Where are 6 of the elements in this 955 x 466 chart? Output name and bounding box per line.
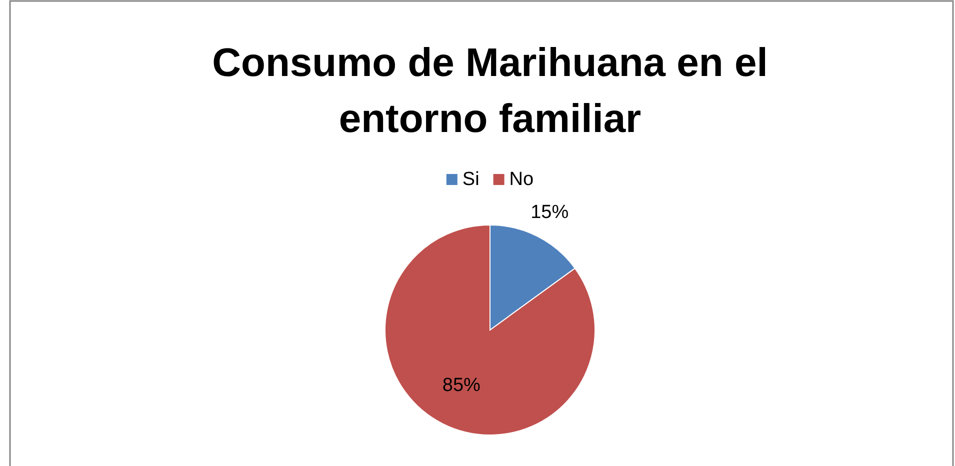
legend-label: Si <box>462 169 480 190</box>
data-label: 85% <box>442 375 481 396</box>
legend-label: No <box>509 169 534 190</box>
pie-slice <box>384 224 596 436</box>
data-label: 15% <box>530 202 569 224</box>
chart-title: Consumo de Marihuana en el entorno familiar <box>212 41 768 141</box>
